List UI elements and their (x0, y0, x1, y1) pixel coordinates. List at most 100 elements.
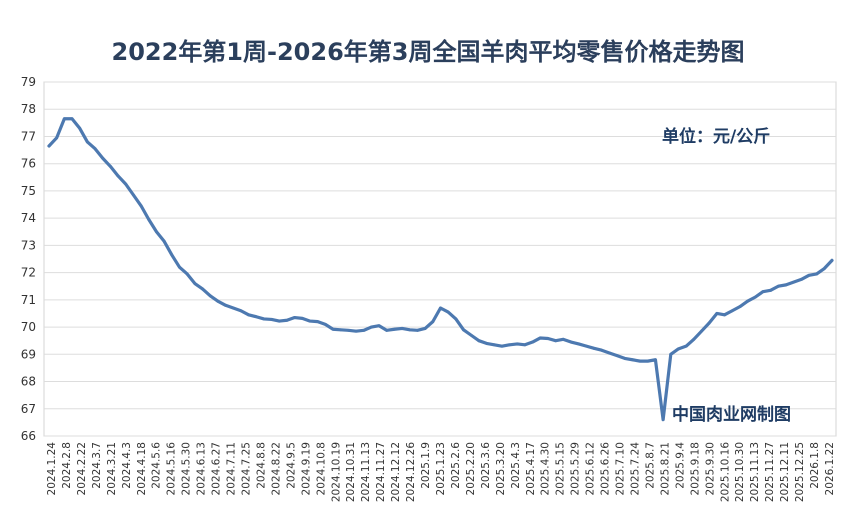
x-tick-label: 2024.2.8 (61, 442, 73, 489)
x-tick-label: 2025.2.6 (450, 442, 462, 489)
data-point (362, 328, 366, 332)
data-point (523, 343, 527, 347)
data-point (799, 278, 803, 281)
unit-label: 单位：元/公斤 (662, 127, 771, 147)
y-tick-label: 73 (21, 238, 36, 252)
data-point (792, 280, 796, 284)
x-tick-label: 2024.3.21 (106, 442, 118, 495)
data-point (308, 319, 312, 323)
data-point (492, 343, 496, 347)
data-point (784, 283, 788, 287)
y-tick-label: 77 (21, 129, 36, 143)
data-point (707, 321, 711, 325)
x-tick-label: 2024.3.7 (91, 442, 103, 489)
data-point (124, 182, 128, 186)
data-point (776, 284, 780, 288)
data-point (508, 343, 511, 347)
data-point (116, 174, 120, 178)
data-point (730, 309, 734, 313)
x-tick-label: 2026.1.8 (809, 442, 821, 489)
y-tick-label: 69 (21, 347, 36, 361)
x-tick-label: 2024.4.3 (121, 442, 133, 489)
data-point (224, 303, 227, 307)
y-tick-label: 79 (21, 75, 36, 89)
x-tick-label: 2025.4.3 (510, 442, 522, 489)
data-point (700, 329, 703, 333)
x-tick-label: 2024.10.8 (315, 442, 327, 495)
y-tick-label: 74 (21, 211, 36, 225)
x-tick-label: 2025.11.13 (749, 442, 761, 502)
data-point (208, 294, 212, 298)
data-point (577, 342, 581, 346)
data-point (684, 344, 688, 348)
data-point (139, 204, 143, 208)
y-tick-label: 68 (21, 375, 36, 389)
data-point (569, 340, 573, 344)
data-point (807, 273, 811, 277)
x-tick-label: 2024.2.22 (76, 442, 88, 495)
data-point (623, 356, 627, 360)
data-point (354, 329, 358, 333)
chart-title: 2022年第1周-2026年第3周全国羊肉平均零售价格走势图 (111, 38, 745, 66)
data-point (370, 325, 373, 329)
y-tick-label: 75 (21, 184, 36, 198)
x-tick-label: 2024.12.12 (390, 442, 402, 502)
data-point (300, 316, 304, 320)
data-point (646, 359, 650, 363)
y-tick-label: 70 (21, 320, 36, 334)
data-point (723, 313, 726, 317)
x-tick-label: 2024.11.27 (375, 442, 387, 502)
x-tick-label: 2024.5.30 (181, 442, 193, 495)
data-point (692, 337, 696, 341)
data-point (561, 337, 565, 341)
data-point (638, 359, 642, 363)
x-tick-label: 2025.7.10 (615, 442, 627, 495)
x-tick-label: 2024.10.31 (345, 442, 357, 502)
data-point (231, 306, 235, 310)
data-point (631, 358, 634, 362)
data-point (469, 333, 473, 337)
x-tick-label: 2024.1.24 (46, 442, 58, 496)
x-tick-label: 2025.9.4 (674, 442, 686, 489)
data-point (454, 317, 458, 321)
data-point (162, 239, 166, 243)
data-point (178, 265, 181, 269)
data-point (239, 309, 243, 313)
x-tick-label: 2025.4.17 (525, 442, 537, 495)
data-point (669, 352, 673, 356)
data-point (531, 340, 535, 344)
data-point (316, 320, 320, 324)
data-point (85, 140, 89, 144)
data-point (78, 126, 82, 130)
data-point (339, 328, 343, 332)
data-point (423, 327, 427, 330)
x-tick-label: 2024.8.22 (270, 442, 282, 495)
y-tick-label: 76 (21, 157, 36, 171)
data-point (47, 144, 51, 148)
x-tick-label: 2024.6.13 (196, 442, 208, 495)
x-tick-label: 2024.7.25 (241, 442, 253, 495)
x-tick-label: 2024.5.16 (166, 442, 178, 496)
x-tick-label: 2024.9.5 (285, 442, 297, 489)
data-point (70, 117, 74, 121)
data-point (485, 342, 488, 345)
data-point (285, 318, 289, 322)
data-point (830, 258, 834, 262)
y-tick-label: 71 (21, 293, 36, 307)
data-point (254, 315, 258, 319)
data-point (477, 339, 481, 343)
data-point (500, 344, 504, 348)
data-point (62, 117, 66, 121)
x-tick-label: 2025.5.29 (570, 442, 582, 495)
data-point (216, 299, 220, 303)
data-point (277, 319, 281, 323)
data-point (193, 282, 197, 285)
x-tick-label: 2025.8.21 (659, 442, 671, 495)
x-tick-label: 2025.1.9 (420, 442, 432, 489)
data-point (416, 328, 419, 332)
x-tick-label: 2025.7.24 (630, 442, 642, 496)
x-tick-label: 2024.11.13 (360, 442, 372, 502)
x-tick-label: 2025.1.23 (435, 442, 447, 495)
